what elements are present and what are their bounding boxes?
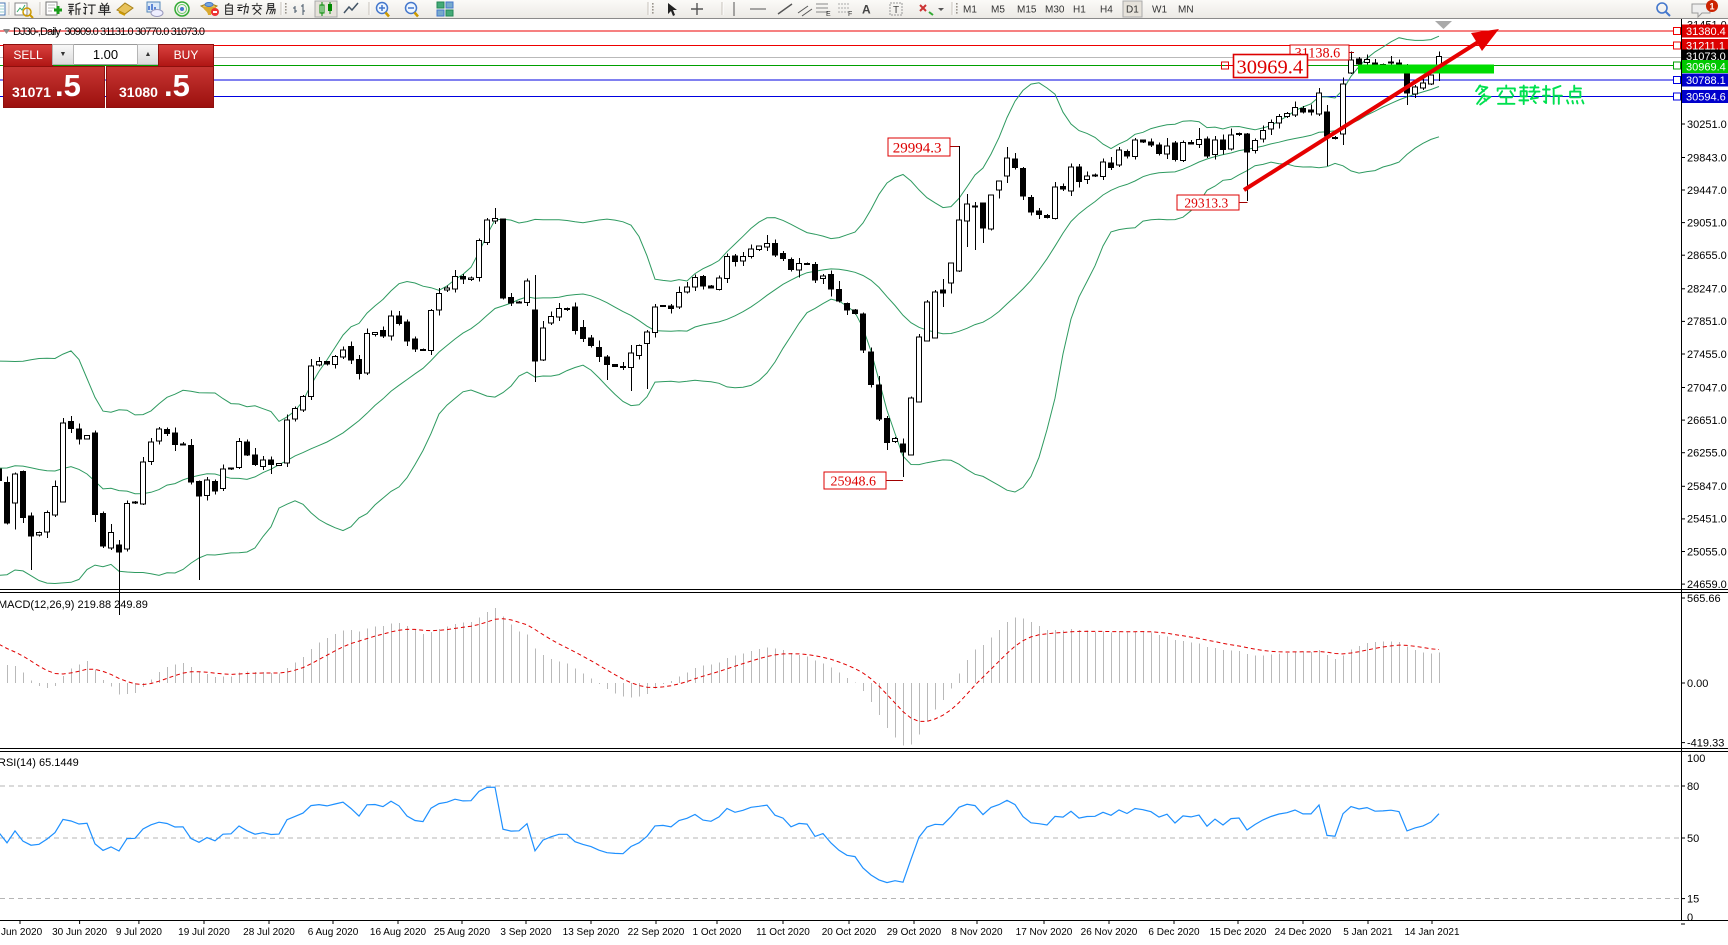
svg-text:30 Jun 2020: 30 Jun 2020 bbox=[52, 927, 107, 938]
svg-text:27047.0: 27047.0 bbox=[1687, 382, 1727, 394]
svg-text:0: 0 bbox=[1687, 912, 1693, 924]
svg-text:M15: M15 bbox=[1017, 5, 1037, 16]
svg-text:20 Oct 2020: 20 Oct 2020 bbox=[822, 927, 877, 938]
svg-text:DJ30-,Daily 30909.0 31131.0 3: DJ30-,Daily 30909.0 31131.0 30770.0 3107… bbox=[13, 26, 205, 38]
svg-text:24659.0: 24659.0 bbox=[1687, 579, 1727, 591]
svg-text:3 Sep 2020: 3 Sep 2020 bbox=[500, 927, 552, 938]
svg-text:MACD(12,26,9) 219.88 249.89: MACD(12,26,9) 219.88 249.89 bbox=[0, 599, 148, 611]
svg-text:25948.6: 25948.6 bbox=[831, 475, 877, 490]
svg-text:1: 1 bbox=[1710, 2, 1715, 12]
svg-text:30969.4: 30969.4 bbox=[1686, 62, 1726, 74]
svg-text:MN: MN bbox=[1178, 5, 1194, 16]
svg-text:29843.0: 29843.0 bbox=[1687, 152, 1727, 164]
svg-text:1 Oct 2020: 1 Oct 2020 bbox=[693, 927, 742, 938]
svg-text:29447.0: 29447.0 bbox=[1687, 185, 1727, 197]
svg-text:22 Sep 2020: 22 Sep 2020 bbox=[628, 927, 685, 938]
svg-text:Jun 2020: Jun 2020 bbox=[1, 927, 43, 938]
svg-text:26 Nov 2020: 26 Nov 2020 bbox=[1081, 927, 1138, 938]
svg-text:M30: M30 bbox=[1045, 5, 1065, 16]
svg-text:-419.33: -419.33 bbox=[1687, 737, 1724, 749]
svg-text:27455.0: 27455.0 bbox=[1687, 349, 1727, 361]
svg-text:30969.4: 30969.4 bbox=[1237, 57, 1304, 79]
svg-text:F: F bbox=[848, 11, 852, 18]
svg-text:565.66: 565.66 bbox=[1687, 593, 1721, 605]
svg-text:9 Jul 2020: 9 Jul 2020 bbox=[116, 927, 163, 938]
svg-text:19 Jul 2020: 19 Jul 2020 bbox=[178, 927, 230, 938]
svg-text:15 Dec 2020: 15 Dec 2020 bbox=[1210, 927, 1267, 938]
svg-text:H1: H1 bbox=[1073, 5, 1086, 16]
svg-text:28247.0: 28247.0 bbox=[1687, 284, 1727, 296]
svg-text:5 Jan 2021: 5 Jan 2021 bbox=[1343, 927, 1393, 938]
svg-text:30594.6: 30594.6 bbox=[1686, 92, 1726, 104]
svg-text:24 Dec 2020: 24 Dec 2020 bbox=[1275, 927, 1332, 938]
svg-text:H4: H4 bbox=[1100, 5, 1113, 16]
svg-text:M1: M1 bbox=[963, 5, 977, 16]
svg-text:25847.0: 25847.0 bbox=[1687, 481, 1727, 493]
svg-text:16 Aug 2020: 16 Aug 2020 bbox=[370, 927, 427, 938]
svg-text:30251.0: 30251.0 bbox=[1687, 119, 1727, 131]
svg-text:E: E bbox=[826, 11, 831, 18]
svg-text:100: 100 bbox=[1687, 753, 1705, 765]
svg-text:W1: W1 bbox=[1152, 5, 1167, 16]
svg-text:6 Aug 2020: 6 Aug 2020 bbox=[308, 927, 359, 938]
svg-text:D1: D1 bbox=[1126, 5, 1139, 16]
svg-text:15: 15 bbox=[1687, 893, 1699, 905]
svg-text:28655.0: 28655.0 bbox=[1687, 250, 1727, 262]
svg-text:29313.3: 29313.3 bbox=[1184, 195, 1228, 210]
svg-text:29994.3: 29994.3 bbox=[893, 140, 942, 156]
svg-text:31380.4: 31380.4 bbox=[1686, 26, 1726, 38]
svg-text:28 Jul 2020: 28 Jul 2020 bbox=[243, 927, 295, 938]
svg-text:8 Nov 2020: 8 Nov 2020 bbox=[951, 927, 1003, 938]
svg-text:25451.0: 25451.0 bbox=[1687, 514, 1727, 526]
svg-text:30788.1: 30788.1 bbox=[1686, 75, 1726, 87]
svg-text:17 Nov 2020: 17 Nov 2020 bbox=[1016, 927, 1073, 938]
svg-text:27851.0: 27851.0 bbox=[1687, 316, 1727, 328]
svg-text:50: 50 bbox=[1687, 833, 1699, 845]
svg-text:25 Aug 2020: 25 Aug 2020 bbox=[434, 927, 491, 938]
svg-text:13 Sep 2020: 13 Sep 2020 bbox=[563, 927, 620, 938]
svg-text:A: A bbox=[862, 3, 871, 17]
svg-text:29051.0: 29051.0 bbox=[1687, 217, 1727, 229]
svg-text:0.00: 0.00 bbox=[1687, 678, 1708, 690]
svg-text:26255.0: 26255.0 bbox=[1687, 448, 1727, 460]
svg-text:11 Oct 2020: 11 Oct 2020 bbox=[756, 927, 810, 938]
svg-text:M5: M5 bbox=[991, 5, 1005, 16]
svg-text:29 Oct 2020: 29 Oct 2020 bbox=[887, 927, 942, 938]
svg-text:T: T bbox=[893, 5, 899, 16]
svg-text:25055.0: 25055.0 bbox=[1687, 546, 1727, 558]
svg-text:26651.0: 26651.0 bbox=[1687, 415, 1727, 427]
svg-text:14 Jan 2021: 14 Jan 2021 bbox=[1404, 927, 1459, 938]
svg-text:80: 80 bbox=[1687, 781, 1699, 793]
svg-text:6 Dec 2020: 6 Dec 2020 bbox=[1148, 927, 1200, 938]
svg-text:RSI(14) 65.1449: RSI(14) 65.1449 bbox=[0, 757, 79, 769]
